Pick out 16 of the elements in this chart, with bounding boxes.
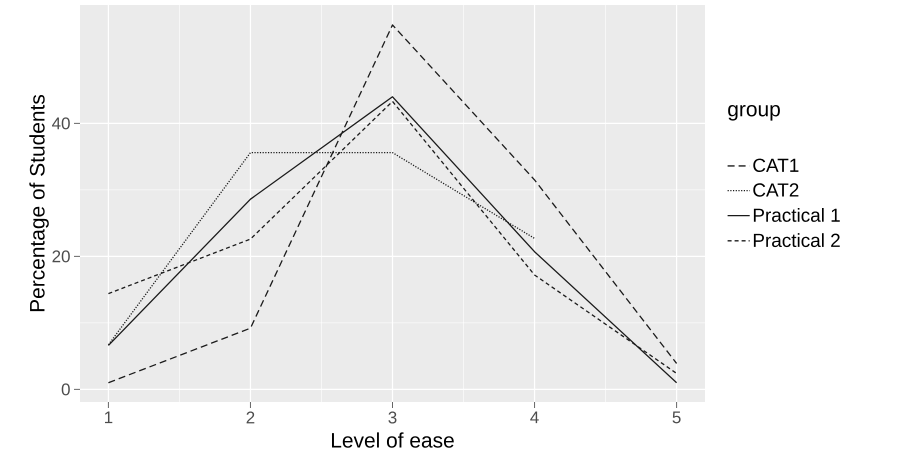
y-tick-label: 0 xyxy=(62,383,70,396)
legend-label: Practical 1 xyxy=(754,208,840,222)
y-axis-title: Percentage of Students xyxy=(29,94,49,312)
x-tick-label: 1 xyxy=(105,412,112,424)
line-series xyxy=(108,24,678,384)
x-tick-label: 2 xyxy=(246,412,254,424)
x-tick-label: 4 xyxy=(530,412,539,424)
legend-label: Practical 2 xyxy=(754,233,840,248)
x-tick-label: 3 xyxy=(388,412,396,424)
x-axis-title: Level of ease xyxy=(332,432,454,448)
legend-label: CAT2 xyxy=(753,183,798,197)
y-tick-label: 40 xyxy=(52,117,70,130)
legend-title: group xyxy=(728,104,780,121)
y-tick-label: 20 xyxy=(52,250,70,262)
x-tick-label: 5 xyxy=(672,412,681,424)
legend-label: CAT1 xyxy=(753,158,798,172)
